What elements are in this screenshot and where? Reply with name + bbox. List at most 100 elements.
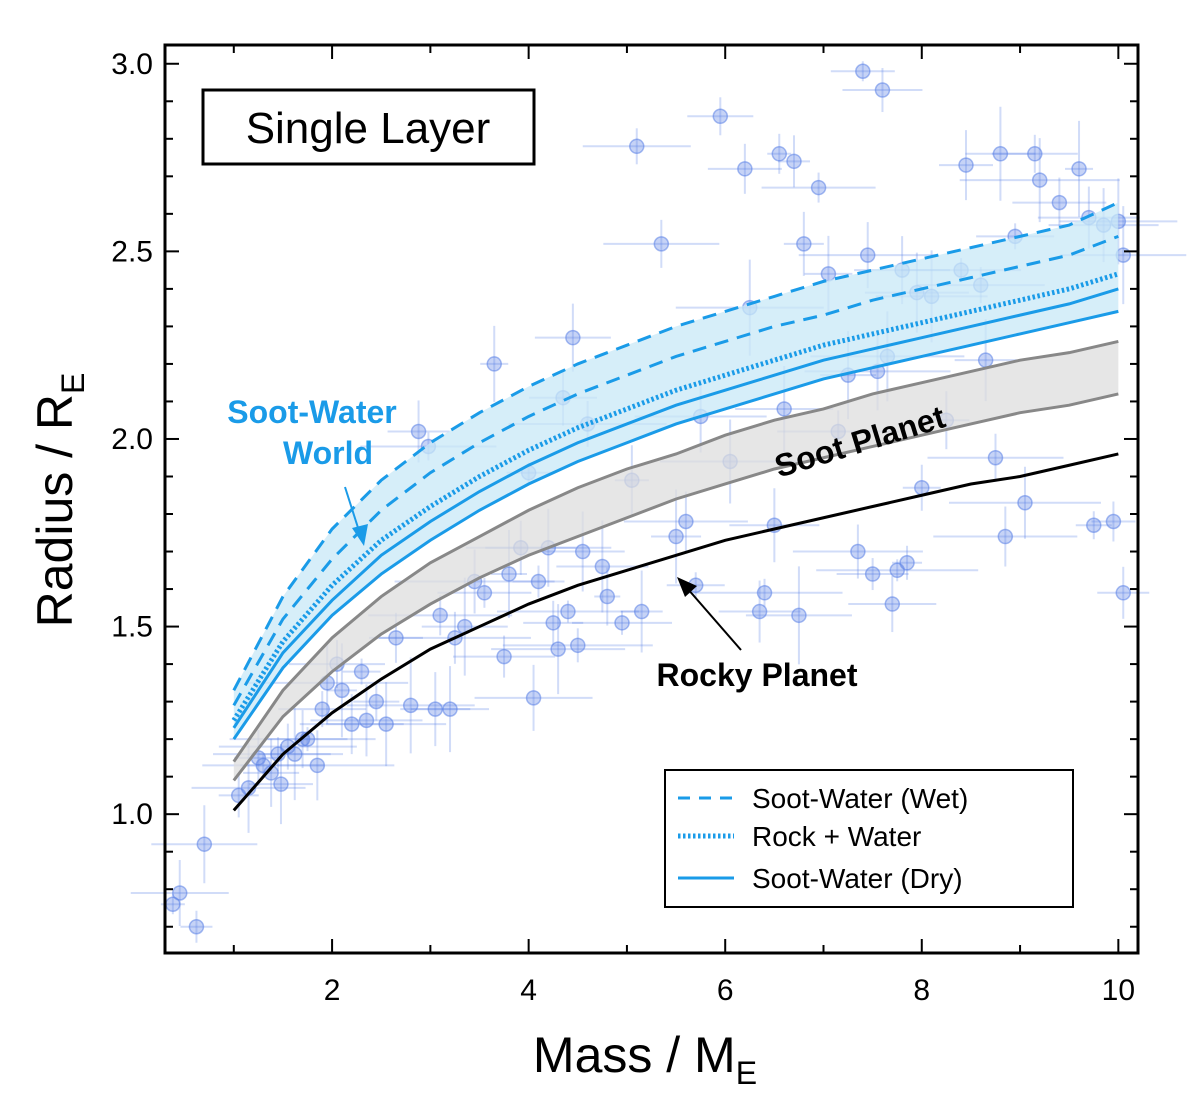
- exoplanet-point: [816, 559, 979, 582]
- exoplanet-point: [400, 672, 471, 747]
- panel-title: Single Layer: [246, 104, 491, 153]
- curve-soot-planet-upper: [232, 339, 1119, 763]
- x-axis-title: Mass / ME: [533, 1027, 757, 1091]
- exoplanet-point: [991, 134, 1078, 173]
- exoplanet-point: [151, 805, 258, 884]
- rocky-planet-arrow: [686, 587, 742, 651]
- exoplanet-point: [582, 128, 691, 165]
- curve-rocky-planet: [232, 452, 1119, 812]
- exoplanet-point: [342, 658, 381, 685]
- exoplanet-point: [686, 578, 843, 607]
- exoplanet-point: [959, 138, 1120, 223]
- exoplanet-point: [687, 97, 754, 136]
- exoplanet-point: [603, 219, 720, 268]
- exoplanet-point: [218, 773, 259, 818]
- x-tick-label: 6: [717, 974, 734, 1007]
- exoplanet-point: [1075, 511, 1112, 540]
- curve-soot-water-wet: [232, 201, 1119, 692]
- y-tick-label: 2.5: [111, 235, 153, 268]
- exoplanet-point: [729, 488, 820, 563]
- exoplanet-point: [948, 466, 1101, 539]
- exoplanet-point: [160, 894, 185, 915]
- exoplanet-point: [792, 524, 923, 579]
- exoplanet-point: [594, 567, 621, 626]
- exoplanet-point: [798, 222, 937, 289]
- exoplanet-point: [491, 604, 626, 695]
- exoplanet-point: [718, 580, 801, 643]
- exoplanet-point: [326, 682, 447, 767]
- y-axis-title: Radius / RE: [27, 373, 91, 628]
- tick-layer: 2 4 6 8 10 1.0 1.5 2.0 2.5 3.0: [111, 45, 1138, 1007]
- exoplanet-point: [496, 600, 639, 623]
- exoplanet-point: [130, 859, 229, 926]
- curve-soot-water-dry-lower: [232, 309, 1119, 740]
- exoplanet-point: [353, 682, 400, 721]
- exoplanet-point: [842, 68, 923, 113]
- curve-layer: [231, 201, 1120, 812]
- band-layer: [233, 202, 1119, 781]
- exoplanet-point: [783, 211, 824, 276]
- soot-water-world-label-line1: Soot-Water: [227, 394, 396, 430]
- soot-water-world-arrowhead: [352, 524, 368, 546]
- exoplanet-point: [623, 491, 748, 552]
- curve-soot-planet-lower: [232, 392, 1119, 782]
- legend-label-rock-water: Rock + Water: [752, 821, 921, 852]
- exoplanet-point: [939, 130, 994, 201]
- legend-label-dry: Soot-Water (Dry): [752, 863, 963, 894]
- exoplanet-point: [707, 143, 782, 194]
- y-tick-label: 1.5: [111, 611, 153, 644]
- curve-soot-water-dry: [232, 287, 1119, 729]
- exoplanet-point: [848, 576, 937, 633]
- y-tick-label: 3.0: [111, 48, 153, 81]
- x-tick-label: 2: [324, 974, 341, 1007]
- exoplanet-point: [180, 910, 213, 943]
- soot-water-world-band: [233, 202, 1119, 740]
- exoplanet-point: [512, 565, 565, 598]
- exoplanet-point: [892, 545, 923, 580]
- panel-title-box: [201, 88, 536, 166]
- soot-water-world-arrow: [344, 486, 361, 535]
- exoplanet-point: [1012, 177, 1107, 228]
- exoplanet-point: [778, 135, 811, 188]
- exoplanet-point: [836, 558, 909, 591]
- rocky-planet-arrowhead: [677, 577, 697, 597]
- exoplanet-point: [830, 61, 895, 82]
- exoplanet-point: [1065, 120, 1094, 217]
- x-tick-label: 10: [1102, 974, 1135, 1007]
- x-tick-label: 4: [520, 974, 537, 1007]
- y-tick-label: 1.0: [111, 798, 153, 831]
- exoplanet-point: [761, 172, 876, 203]
- exoplanet-point: [556, 520, 649, 613]
- rocky-planet-label: Rocky Planet: [657, 657, 858, 693]
- exoplanet-point: [258, 708, 331, 801]
- exoplanet-point: [240, 730, 395, 801]
- exoplanet-point: [502, 628, 653, 663]
- x-tick-label: 8: [913, 974, 930, 1007]
- exoplanet-point: [745, 566, 852, 665]
- exoplanet-point: [933, 506, 1078, 567]
- exoplanet-point: [620, 570, 663, 653]
- exoplanet-point: [1097, 566, 1150, 619]
- plot-frame: [163, 43, 1140, 955]
- exoplanet-point: [411, 666, 490, 753]
- exoplanet-point: [474, 664, 593, 731]
- exoplanet-point: [523, 600, 584, 645]
- exoplanet-point: [453, 635, 556, 678]
- curve-soot-water-wet-lower: [232, 234, 1119, 707]
- legend-label-wet: Soot-Water (Wet): [752, 783, 968, 814]
- exoplanet-point: [572, 610, 673, 635]
- y-tick-label: 2.0: [111, 423, 153, 456]
- exoplanet-point: [965, 106, 1036, 201]
- exoplanet-point: [368, 612, 423, 663]
- curve-rock-water: [231, 271, 1120, 722]
- soot-planet-band: [233, 341, 1119, 781]
- soot-water-world-label-line2: World: [283, 435, 373, 471]
- exoplanet-point: [480, 325, 509, 402]
- exoplanet-point: [651, 489, 702, 584]
- exoplanet-point: [421, 577, 508, 676]
- exoplanet-point: [346, 657, 475, 754]
- exoplanet-point: [1091, 501, 1136, 542]
- exoplanet-point: [902, 464, 941, 511]
- exoplanet-point: [534, 303, 611, 372]
